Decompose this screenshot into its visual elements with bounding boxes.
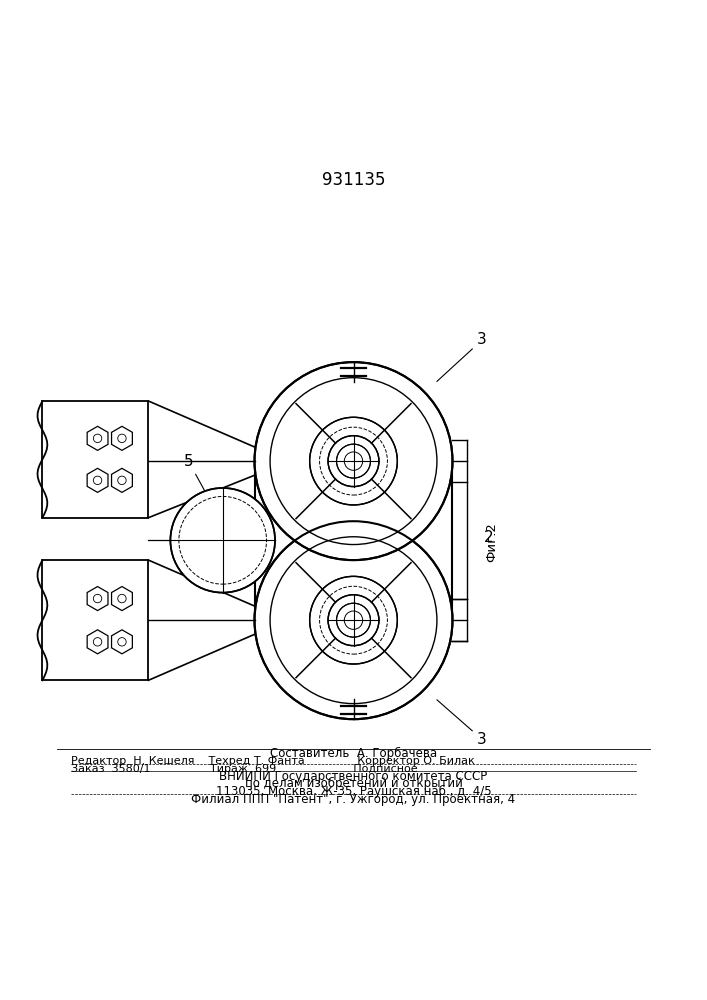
Text: 4: 4 bbox=[55, 636, 64, 650]
Circle shape bbox=[118, 476, 126, 485]
Circle shape bbox=[170, 488, 275, 593]
Bar bbox=[42, 401, 148, 518]
Circle shape bbox=[328, 436, 379, 487]
Circle shape bbox=[255, 521, 452, 719]
Circle shape bbox=[93, 638, 102, 646]
Text: Редактор  Н. Кешеля    Техред Т. Фанта               Корректор О. Билак: Редактор Н. Кешеля Техред Т. Фанта Корре… bbox=[71, 756, 474, 766]
Text: 931135: 931135 bbox=[322, 171, 385, 189]
Circle shape bbox=[93, 594, 102, 603]
Text: 113035, Москва, Ж-35, Раушская наб., д. 4/5: 113035, Москва, Ж-35, Раушская наб., д. … bbox=[216, 785, 491, 798]
Text: 2: 2 bbox=[484, 530, 494, 545]
Circle shape bbox=[118, 434, 126, 443]
Circle shape bbox=[93, 476, 102, 485]
Circle shape bbox=[255, 362, 452, 560]
Bar bbox=[262, 528, 268, 553]
Circle shape bbox=[328, 595, 379, 646]
Text: Филиал ППП "Патент", г. Ужгород, ул. Проектная, 4: Филиал ППП "Патент", г. Ужгород, ул. Про… bbox=[192, 793, 515, 806]
Circle shape bbox=[93, 434, 102, 443]
Circle shape bbox=[337, 603, 370, 637]
Text: 3: 3 bbox=[437, 332, 487, 381]
Text: 3: 3 bbox=[437, 700, 487, 747]
Text: Составитель  А. Горбачева: Составитель А. Горбачева bbox=[270, 747, 437, 760]
Text: Фиг.2: Фиг.2 bbox=[485, 522, 498, 562]
Text: Заказ  3580/1                 Тираж  699                      Подписное: Заказ 3580/1 Тираж 699 Подписное bbox=[71, 764, 417, 774]
Text: ВНИИПИ Государственного комитета СССР: ВНИИПИ Государственного комитета СССР bbox=[219, 770, 488, 783]
Circle shape bbox=[310, 576, 397, 664]
Circle shape bbox=[118, 638, 126, 646]
Bar bbox=[42, 560, 148, 680]
Circle shape bbox=[118, 594, 126, 603]
Text: 5: 5 bbox=[184, 454, 207, 495]
Circle shape bbox=[337, 444, 370, 478]
Circle shape bbox=[310, 417, 397, 505]
Text: по делам изобретений и открытий: по делам изобретений и открытий bbox=[245, 777, 462, 790]
